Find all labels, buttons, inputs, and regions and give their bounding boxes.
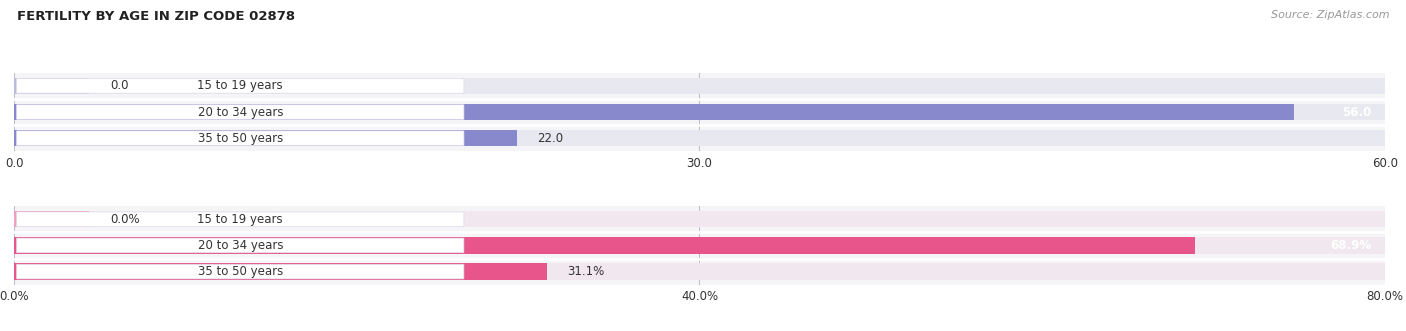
Text: 0.0%: 0.0% xyxy=(110,213,139,226)
Bar xyxy=(14,211,90,227)
Text: 35 to 50 years: 35 to 50 years xyxy=(198,265,283,278)
Bar xyxy=(14,130,1385,146)
FancyBboxPatch shape xyxy=(17,105,464,119)
Text: 35 to 50 years: 35 to 50 years xyxy=(198,132,283,145)
Text: 0.0: 0.0 xyxy=(110,79,128,92)
FancyBboxPatch shape xyxy=(17,78,464,93)
FancyBboxPatch shape xyxy=(17,264,464,279)
Text: FERTILITY BY AGE IN ZIP CODE 02878: FERTILITY BY AGE IN ZIP CODE 02878 xyxy=(17,10,295,23)
Bar xyxy=(14,211,1385,227)
Bar xyxy=(14,237,1385,254)
Bar xyxy=(14,78,90,94)
Text: 56.0: 56.0 xyxy=(1341,106,1371,118)
FancyBboxPatch shape xyxy=(17,238,464,253)
Text: 20 to 34 years: 20 to 34 years xyxy=(197,106,283,118)
Text: 20 to 34 years: 20 to 34 years xyxy=(197,239,283,252)
Bar xyxy=(14,104,1385,120)
Text: 15 to 19 years: 15 to 19 years xyxy=(197,79,283,92)
Text: Source: ZipAtlas.com: Source: ZipAtlas.com xyxy=(1271,10,1389,20)
Text: 31.1%: 31.1% xyxy=(568,265,605,278)
FancyBboxPatch shape xyxy=(17,212,464,227)
Bar xyxy=(14,104,1294,120)
Text: 15 to 19 years: 15 to 19 years xyxy=(197,213,283,226)
Bar xyxy=(14,78,1385,94)
Bar xyxy=(14,130,517,146)
Text: 68.9%: 68.9% xyxy=(1330,239,1371,252)
Text: 22.0: 22.0 xyxy=(537,132,564,145)
Bar xyxy=(14,237,1195,254)
FancyBboxPatch shape xyxy=(17,131,464,146)
Bar xyxy=(14,263,1385,280)
Bar xyxy=(14,263,547,280)
